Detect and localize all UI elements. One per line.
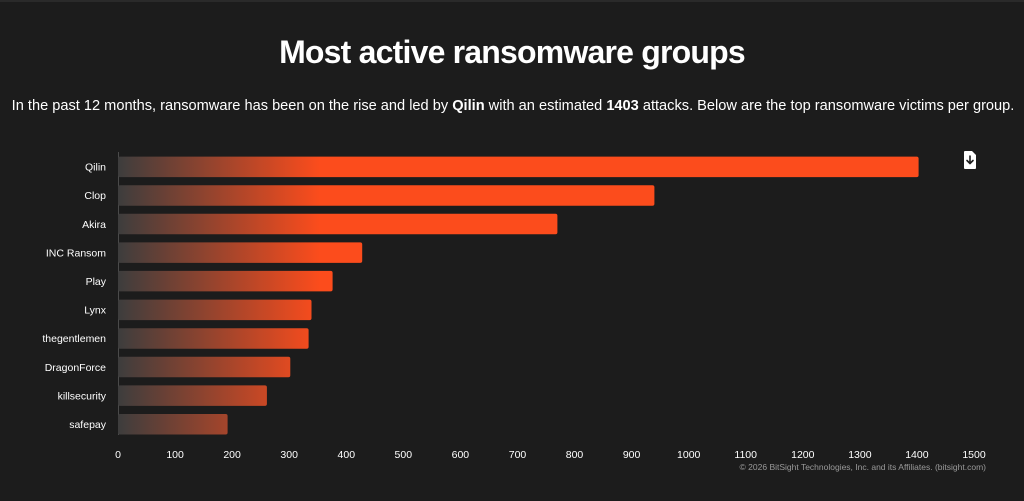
subtitle-prefix: In the past 12 months, ransomware has be… (11, 98, 453, 114)
bars-group (118, 156, 919, 435)
page-subtitle: In the past 12 months, ransomware has be… (0, 98, 1024, 114)
bar-thegentlemen[interactable] (118, 328, 309, 349)
subtitle-group-name: Qilin (452, 98, 485, 114)
subtitle-attack-count: 1403 (606, 98, 639, 114)
category-label: safepay (69, 419, 107, 431)
category-label: thegentlemen (42, 333, 106, 345)
x-tick-labels-group: 0 100 200 300 400 500 600 700 800 900 1000 1100 1200… (115, 449, 986, 461)
x-tick-label: 100 (166, 449, 184, 461)
download-file-icon (964, 151, 976, 169)
x-tick-label: 700 (509, 449, 527, 461)
bar-killsecurity[interactable] (118, 385, 267, 406)
x-tick-label: 200 (223, 449, 241, 461)
x-tick-label: 400 (338, 449, 356, 461)
bar-clop[interactable] (118, 185, 655, 206)
x-tick-label: 900 (623, 449, 641, 461)
x-tick-label: 800 (566, 449, 584, 461)
subtitle-suffix: attacks. Below are the top ransomware vi… (638, 98, 1015, 114)
download-button[interactable] (957, 148, 983, 172)
x-tick-label: 1000 (677, 449, 701, 461)
bar-play[interactable] (118, 270, 333, 292)
category-label: killsecurity (58, 390, 107, 402)
category-label: Qilin (85, 162, 106, 174)
bar-lynx[interactable] (118, 299, 312, 321)
category-label: Play (86, 276, 107, 288)
x-tick-label: 600 (452, 449, 470, 461)
x-tick-label: 0 (115, 449, 121, 461)
x-tick-label: 1200 (791, 449, 815, 461)
copyright-credit: © 2026 BitSight Technologies, Inc. and i… (739, 462, 986, 472)
bar-qilin[interactable] (118, 156, 919, 178)
category-labels-group: Qilin Clop Akira INC Ransom Play Lynx thegentl… (42, 162, 106, 431)
x-tick-label: 500 (395, 449, 413, 461)
bar-safepay[interactable] (118, 414, 228, 435)
category-label: Lynx (84, 305, 107, 317)
page-title: Most active ransomware groups (279, 34, 746, 70)
category-label: Akira (82, 219, 106, 231)
category-label: INC Ransom (46, 247, 106, 259)
bar-akira[interactable] (118, 213, 558, 235)
x-tick-label: 1100 (734, 449, 757, 461)
subtitle-middle: with an estimated (484, 98, 607, 114)
category-label: Clop (84, 190, 106, 202)
x-tick-label: 1500 (962, 449, 986, 461)
category-label: DragonForce (45, 362, 106, 374)
x-tick-label: 1300 (848, 449, 872, 461)
bar-dragonforce[interactable] (118, 356, 291, 378)
bar-inc-ransom[interactable] (118, 242, 363, 263)
x-tick-label: 300 (280, 449, 298, 461)
x-tick-label: 1400 (905, 449, 929, 461)
